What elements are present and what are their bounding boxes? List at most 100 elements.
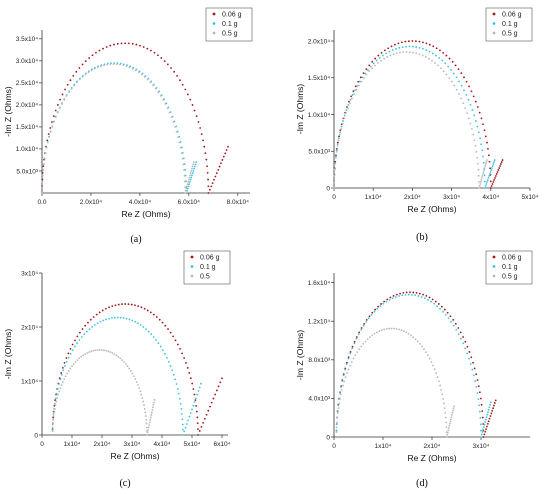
data-point [128, 42, 130, 45]
data-point [164, 352, 166, 355]
data-point [488, 173, 491, 175]
data-point [354, 354, 357, 357]
data-point [93, 67, 96, 70]
data-point [205, 413, 208, 416]
data-point [205, 158, 208, 161]
data-point [197, 390, 200, 392]
data-point [343, 380, 346, 383]
data-point [375, 59, 378, 62]
data-point [115, 354, 118, 357]
data-point [139, 324, 142, 326]
data-point [474, 100, 477, 103]
data-point [190, 167, 193, 170]
data-point [395, 47, 397, 50]
data-point [339, 393, 342, 396]
data-point [142, 46, 145, 48]
data-point [352, 357, 355, 360]
data-point [353, 340, 356, 343]
data-point [67, 370, 70, 372]
data-point [146, 78, 149, 81]
data-point [340, 128, 343, 130]
data-point [476, 106, 479, 108]
data-point [149, 311, 152, 314]
data-point [457, 327, 460, 329]
data-point [493, 159, 496, 161]
data-point [61, 366, 64, 369]
data-point [420, 296, 423, 298]
data-point [48, 136, 50, 138]
data-point [464, 107, 467, 109]
data-point [370, 313, 373, 316]
data-point [52, 415, 55, 417]
data-point [385, 52, 388, 55]
data-point [83, 333, 86, 336]
data-point [489, 187, 492, 189]
data-point [417, 295, 420, 297]
y-tick-label: 2.5x10⁴ [16, 80, 39, 87]
data-point [437, 303, 440, 305]
data-point [340, 125, 343, 128]
data-point [164, 324, 167, 327]
data-point [74, 339, 76, 342]
data-point [41, 186, 43, 189]
data-point [211, 182, 214, 184]
data-point [418, 342, 421, 345]
data-point [67, 352, 70, 355]
data-point [404, 40, 407, 43]
data-point [180, 152, 183, 155]
data-point [376, 331, 378, 334]
data-point [75, 70, 78, 73]
data-point [89, 318, 92, 321]
data-point [212, 397, 215, 400]
data-point [452, 324, 455, 327]
data-point [180, 407, 183, 410]
data-point [335, 429, 338, 432]
data-point [96, 322, 99, 325]
data-point [149, 419, 152, 421]
data-point [111, 317, 113, 319]
data-point [452, 409, 454, 412]
data-point [371, 334, 374, 337]
data-point [42, 163, 45, 166]
data-point [477, 385, 480, 388]
data-point [88, 328, 91, 331]
data-point [469, 122, 472, 125]
data-point [54, 116, 57, 119]
data-point [57, 393, 60, 396]
x-tick-label: 6.0x10⁴ [178, 199, 201, 206]
data-point [488, 417, 491, 420]
data-point [351, 345, 354, 348]
data-point [170, 67, 172, 69]
data-point [470, 128, 473, 130]
data-point [355, 88, 358, 91]
data-point [137, 71, 140, 74]
data-point [196, 393, 199, 396]
data-point [380, 329, 383, 332]
data-point [145, 328, 147, 331]
data-point [481, 410, 484, 413]
data-point [78, 331, 81, 334]
data-point [478, 391, 481, 394]
data-point [491, 165, 494, 167]
legend: 0.06 g 0.1 g 0.5 [183, 250, 231, 285]
data-point [405, 291, 408, 294]
data-point [178, 397, 181, 400]
legend: 0.06 g 0.1 g 0.5 g [205, 7, 253, 42]
x-tick-label: 1x10⁴ [375, 443, 392, 450]
series-2 [333, 45, 496, 189]
data-point [400, 41, 403, 44]
data-point [143, 307, 146, 310]
data-point [451, 414, 453, 416]
data-point [186, 183, 189, 186]
legend-marker [492, 12, 496, 16]
legend-entry: 0.5 g [502, 31, 518, 38]
data-point [183, 174, 186, 177]
data-point [186, 185, 188, 188]
data-point [415, 46, 418, 48]
data-point [467, 117, 470, 120]
data-point [107, 350, 110, 353]
data-point [113, 43, 115, 46]
data-point [448, 57, 451, 60]
x-tick-label: 0.0 [37, 199, 46, 206]
data-point [480, 117, 483, 120]
